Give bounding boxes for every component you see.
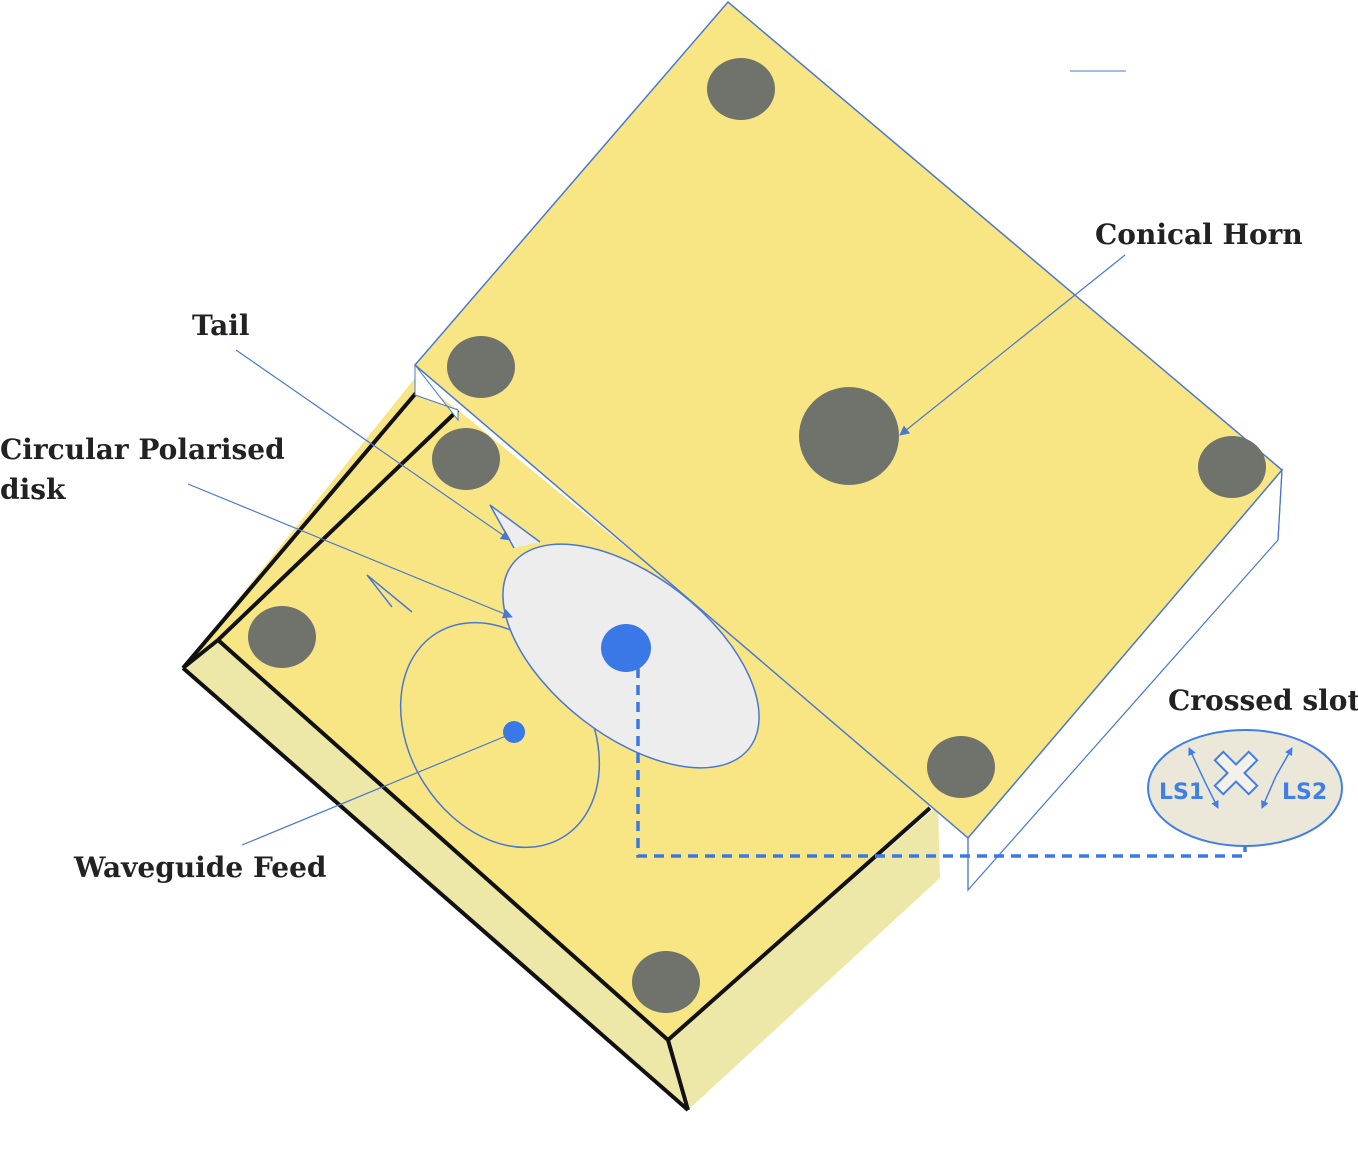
waveguide-feed-point [503,721,525,743]
slot-arrow [1261,775,1277,809]
cp-disk-label-line2: disk [0,473,66,506]
feed-block-edge [181,391,418,670]
leader-tail [235,349,511,541]
conical-horn-aperture [799,387,899,485]
bolt-hole [432,428,500,490]
bolt-holes [248,58,1266,1013]
slot-arrow [1275,747,1293,777]
horn-block-edge [1277,469,1283,541]
bolt-hole [632,951,700,1013]
bolt-hole [447,336,515,398]
bolt-hole [927,736,995,798]
ls2-label: LS2 [1282,780,1327,805]
feed-block-edge [216,408,460,642]
bolt-hole [707,58,775,120]
waveguide-feed-label: Waveguide Feed [73,851,327,884]
cp-disk-label-line1: Circular Polarised [0,433,285,466]
feed-block-edge [181,638,220,670]
disk-feed-point [601,624,651,672]
bolt-hole [248,606,316,668]
crossed-slot-icon [1213,750,1259,796]
slot-arrow [1204,781,1219,809]
feed-block [181,378,940,1112]
leader-waveguide-feed [241,735,507,846]
leader-cp-disk [187,483,513,619]
feed-block-side-left [183,640,688,1110]
conical-horn-label: Conical Horn [1095,218,1303,251]
feed-block-top-face [218,410,936,1040]
bolt-hole [1198,436,1266,498]
ls1-label: LS1 [1159,780,1204,805]
horn-block-side-left [414,363,459,422]
leader-conical-horn [899,254,1126,436]
crossed-slot-inset: LS1 LS2 [1147,729,1343,847]
slot-arrow [1188,747,1206,783]
tail-label: Tail [192,309,250,342]
feed-block-bevel [183,378,458,668]
crossed-slot-label: Crossed slot [1168,684,1358,717]
feed-block-edge [181,666,690,1112]
feed-block-edge [666,806,932,1042]
feed-block-side-front [668,805,940,1110]
